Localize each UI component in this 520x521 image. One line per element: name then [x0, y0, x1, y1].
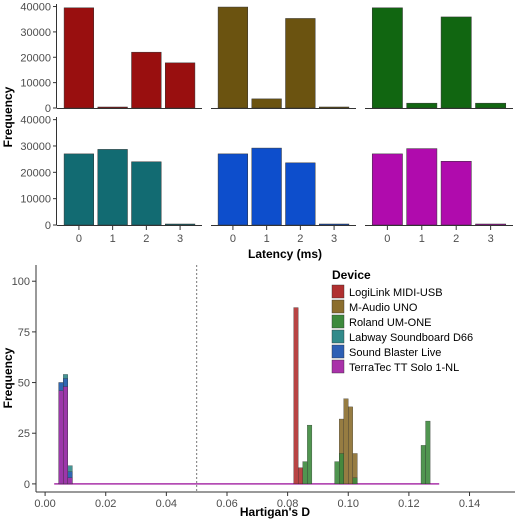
histogram-bar	[58, 390, 64, 485]
x-tick-label: 0.14	[459, 498, 480, 510]
x-tick-label: 0.02	[95, 498, 116, 510]
x-axis-title: Latency (ms)	[248, 247, 322, 261]
bar	[440, 161, 472, 226]
y-tick-label: 30000	[20, 27, 51, 39]
bar	[318, 223, 350, 226]
x-tick-label: 1	[419, 233, 425, 245]
x-tick-label: 0.00	[34, 498, 55, 510]
x-tick-label: 0.04	[156, 498, 177, 510]
y-axis-title: Frequency	[1, 347, 15, 408]
latency-facet-chart: 0100002000030000400000100002000030000400…	[1, 2, 513, 261]
y-tick-label: 10000	[20, 194, 51, 206]
bar	[406, 102, 438, 109]
legend-swatch	[331, 344, 345, 359]
x-tick-label: 2	[297, 233, 303, 245]
bar	[251, 98, 282, 109]
x-tick-label: 0.12	[398, 498, 419, 510]
y-tick-label: 40000	[20, 115, 51, 127]
legend-swatch	[331, 329, 345, 344]
bar	[164, 223, 196, 226]
histogram-bar	[293, 307, 299, 485]
x-axis-title: Hartigan's D	[240, 505, 311, 519]
y-tick-label: 10000	[20, 78, 51, 90]
bar	[285, 162, 316, 226]
y-tick-label: 40000	[20, 2, 51, 14]
x-tick-label: 3	[488, 233, 494, 245]
x-tick-label: 0.10	[338, 498, 359, 510]
histogram-bar	[348, 406, 353, 485]
x-tick-label: 3	[331, 233, 337, 245]
histogram-bar	[352, 477, 358, 485]
legend: Device LogiLink MIDI-USB M-Audio UNO Roland…	[331, 268, 473, 374]
legend-swatch	[331, 359, 345, 374]
legend-swatch	[331, 284, 345, 299]
bar	[164, 62, 196, 109]
legend-title: Device	[332, 268, 371, 282]
histogram-bar	[425, 420, 431, 485]
hartigan-histogram-chart: 0 25 50 75 100 0.00 0.02 0.04 0.06 0.08 0.10 0.12 0.…	[1, 265, 515, 519]
y-tick-label: 20000	[20, 52, 51, 64]
bar	[371, 153, 403, 226]
bar	[251, 147, 282, 226]
bar	[406, 148, 438, 226]
bar	[131, 161, 162, 226]
y-tick-label: 25	[18, 428, 30, 440]
y-tick-label: 0	[45, 103, 51, 115]
x-tick-label: 1	[110, 233, 116, 245]
y-tick-label: 30000	[20, 141, 51, 153]
legend-swatch	[331, 299, 345, 314]
y-tick-label: 0	[45, 220, 51, 232]
x-tick-label: 0.06	[216, 498, 237, 510]
bar	[285, 18, 316, 109]
legend-label: Sound Blaster Live	[349, 347, 441, 359]
legend-label: Roland UM-ONE	[349, 317, 432, 329]
bar	[475, 223, 507, 226]
x-tick-label: 0	[384, 233, 390, 245]
bar	[217, 6, 249, 109]
histogram-bar	[339, 453, 344, 485]
x-tick-label: 0	[76, 233, 82, 245]
y-tick-label: 0	[24, 479, 30, 491]
legend-label: M-Audio UNO	[349, 302, 418, 314]
y-tick-label: 100	[12, 276, 30, 288]
bar	[371, 7, 403, 109]
bar	[97, 149, 128, 226]
x-tick-label: 2	[143, 233, 149, 245]
histogram-bar	[334, 461, 340, 485]
histogram-bar	[343, 398, 349, 485]
x-tick-label: 3	[177, 233, 183, 245]
y-axis-title: Frequency	[1, 86, 15, 147]
bar	[475, 102, 507, 109]
legend-label: LogiLink MIDI-USB	[349, 287, 443, 299]
y-tick-label: 75	[18, 327, 30, 339]
legend-label: TerraTec TT Solo 1-NL	[349, 362, 459, 374]
bar	[217, 153, 249, 226]
bar	[63, 153, 95, 226]
x-tick-label: 2	[453, 233, 459, 245]
bar	[440, 16, 472, 109]
x-tick-label: 1	[264, 233, 270, 245]
x-tick-label: 0	[230, 233, 236, 245]
bar	[131, 51, 162, 109]
histogram-bar	[302, 461, 308, 485]
bar	[97, 106, 128, 109]
histogram-bar	[307, 424, 313, 485]
legend-label: Labway Soundboard D66	[349, 332, 473, 344]
y-tick-label: 50	[18, 378, 30, 390]
histogram-bar	[298, 467, 303, 485]
histogram-bar	[63, 386, 68, 485]
bar	[318, 106, 350, 109]
x-tick-label: 0.08	[277, 498, 298, 510]
legend-swatch	[331, 314, 345, 329]
histogram-bar	[67, 477, 73, 485]
histogram-bar	[420, 445, 426, 485]
bar	[63, 7, 95, 109]
y-tick-label: 20000	[20, 167, 51, 179]
